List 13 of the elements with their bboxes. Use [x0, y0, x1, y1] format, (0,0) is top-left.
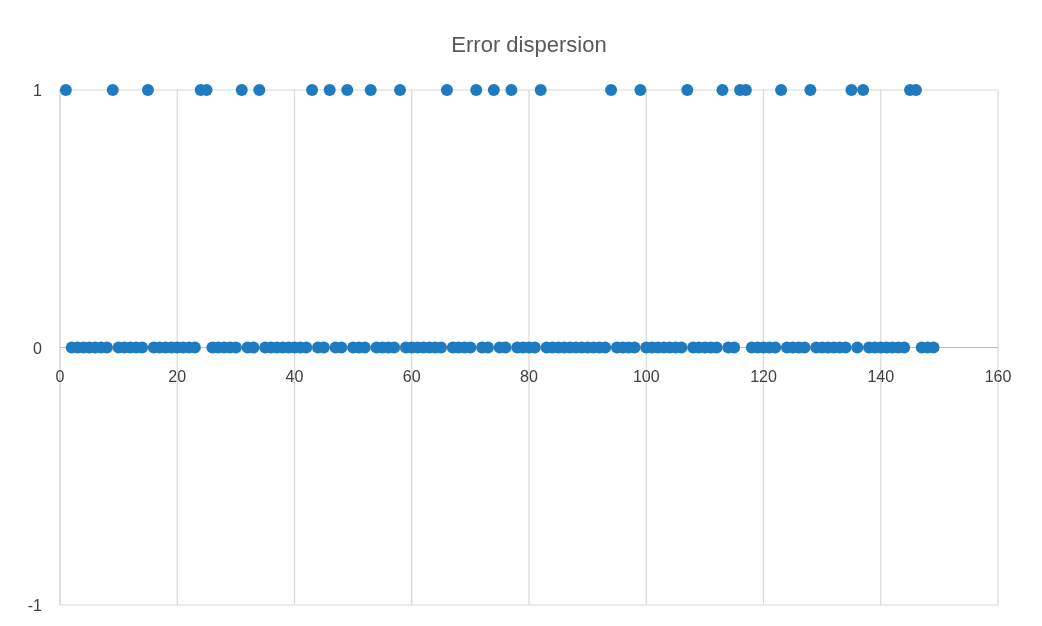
y-tick-label: 1 [33, 82, 43, 99]
chart-title: Error dispersion [451, 32, 607, 57]
x-tick-label: 80 [520, 367, 538, 385]
x-tick-label: 60 [402, 367, 421, 385]
x-tick-label: 140 [867, 367, 895, 385]
x-tick-label: 20 [168, 367, 187, 385]
x-tick-label: 160 [984, 367, 1012, 385]
y-tick-label: 0 [33, 339, 43, 357]
x-tick-label: 0 [55, 367, 65, 385]
y-tick-label: -1 [27, 597, 43, 614]
x-tick-label: 40 [285, 367, 304, 385]
x-tick-label: 120 [750, 367, 777, 385]
x-tick-label: 100 [632, 367, 660, 385]
